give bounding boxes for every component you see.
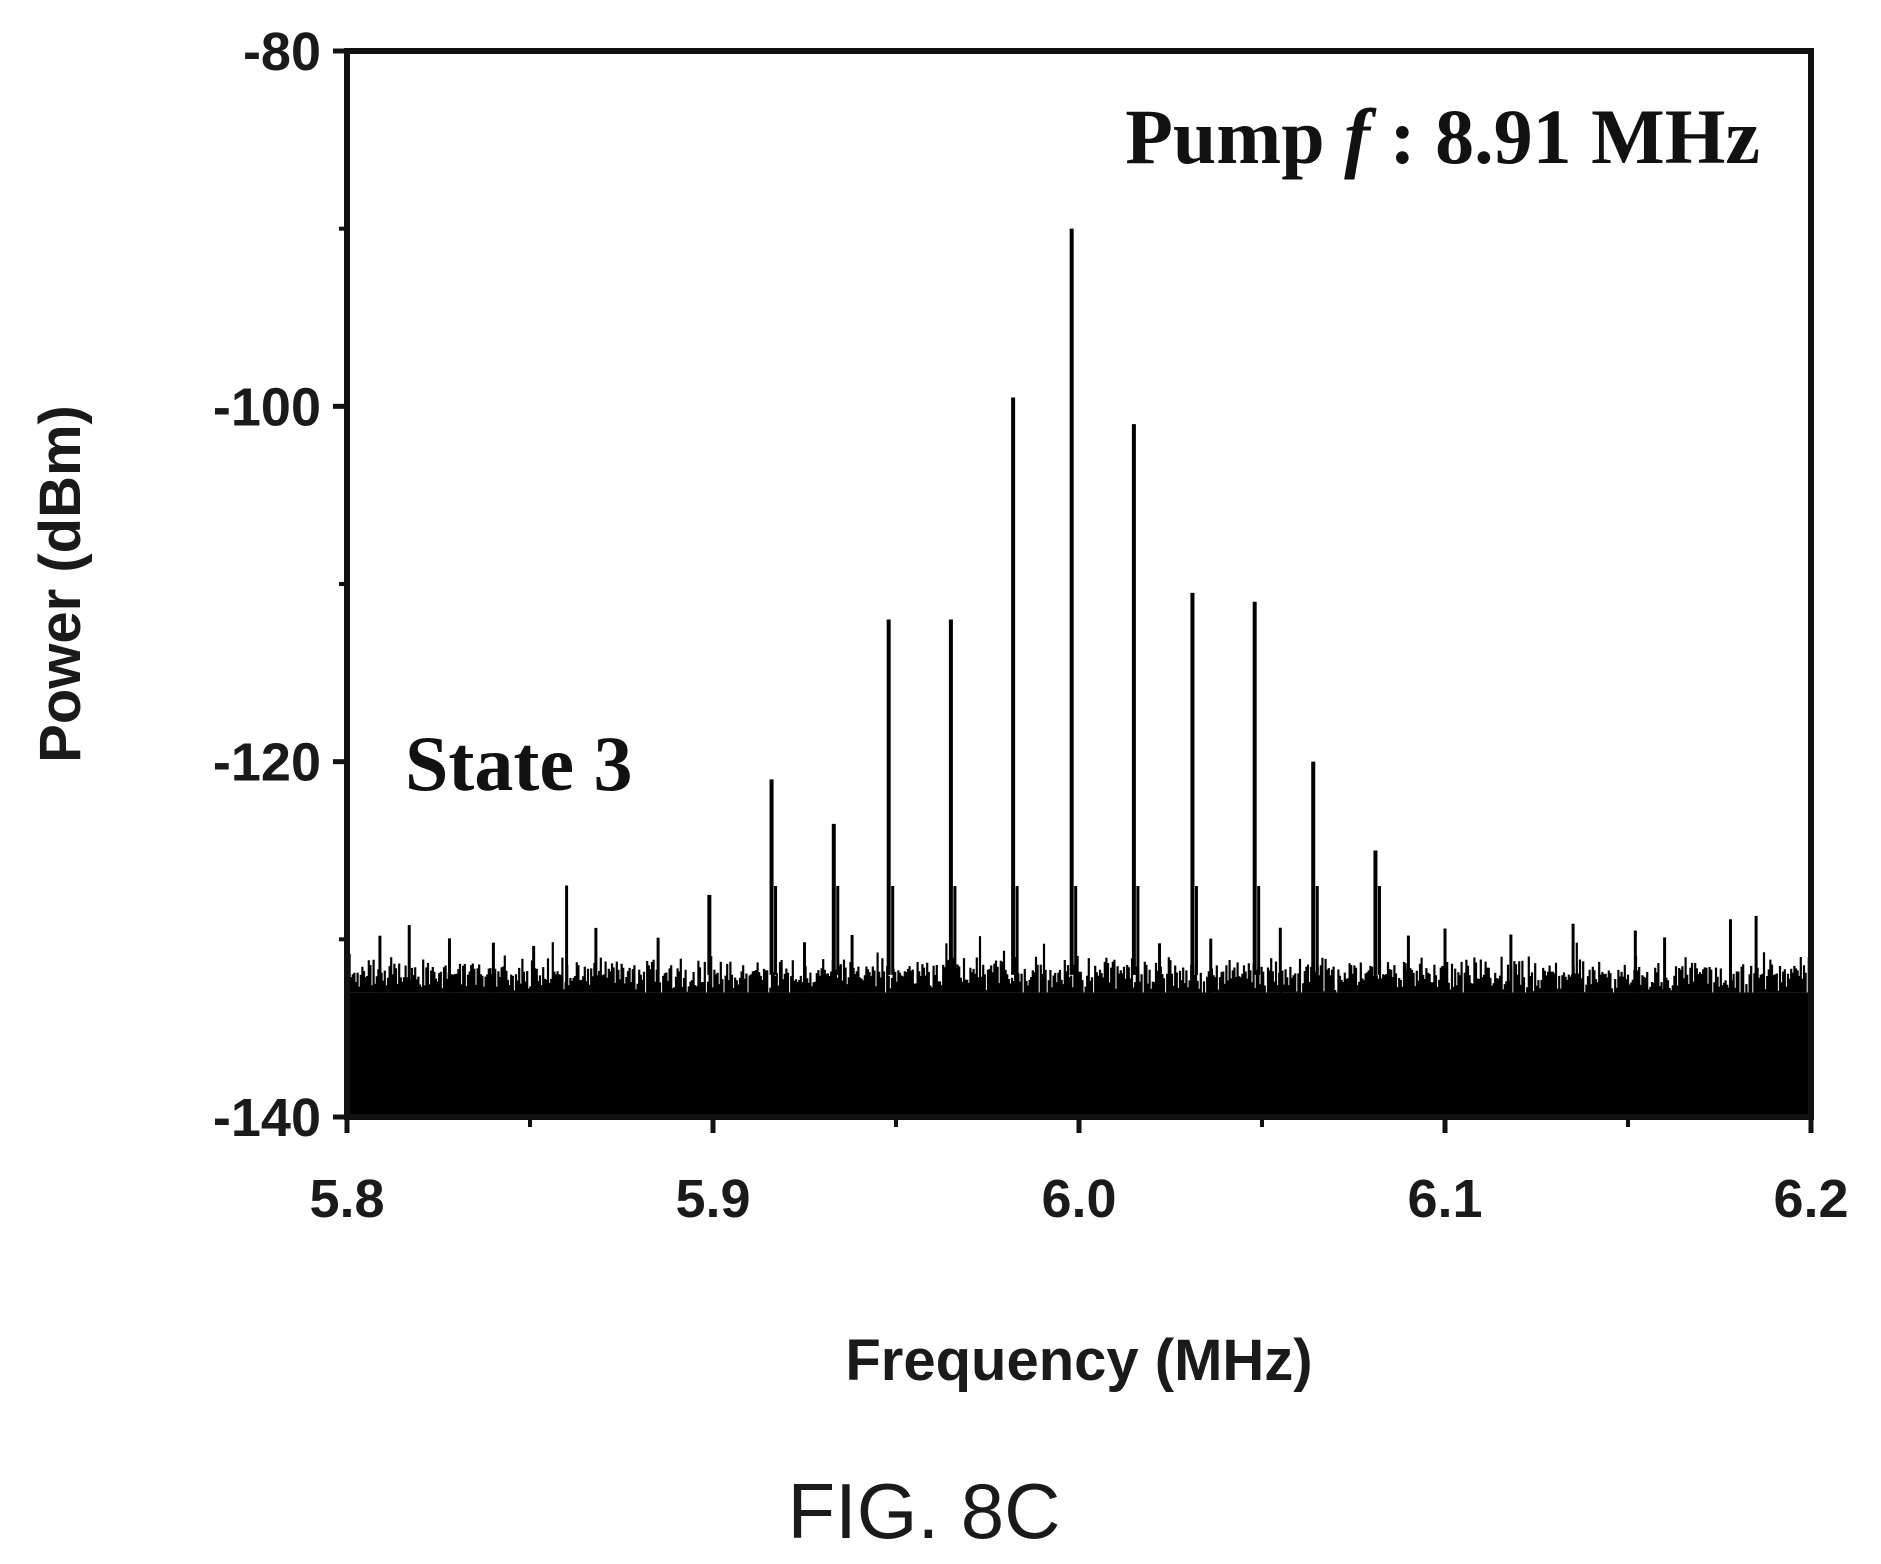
x-tick-label: 5.8: [309, 1169, 384, 1229]
y-axis-title: Power (dBm): [28, 405, 93, 763]
x-axis-title: Frequency (MHz): [845, 1328, 1312, 1393]
x-tick-label: 5.9: [675, 1169, 750, 1229]
y-tick-label: -80: [243, 22, 321, 82]
plot-area: [346, 228, 1811, 1117]
y-tick-label: -100: [213, 377, 321, 437]
x-tick-label: 6.2: [1773, 1169, 1848, 1229]
y-tick-label: -120: [213, 733, 321, 793]
x-tick-label: 6.1: [1407, 1169, 1482, 1229]
annotation-state-label: State 3: [405, 720, 632, 807]
y-tick-label: -140: [213, 1088, 321, 1148]
annotation-pump-frequency: Pump f : 8.91 MHz: [1125, 93, 1760, 180]
noise-floor-body: [347, 992, 1811, 1117]
x-tick-label: 6.0: [1041, 1169, 1116, 1229]
y-axis: -140 -120 -100 -80: [213, 22, 347, 1148]
figure-caption: FIG. 8C: [787, 1467, 1060, 1555]
x-axis: 5.8 5.9 6.0 6.1 6.2: [309, 1117, 1849, 1229]
